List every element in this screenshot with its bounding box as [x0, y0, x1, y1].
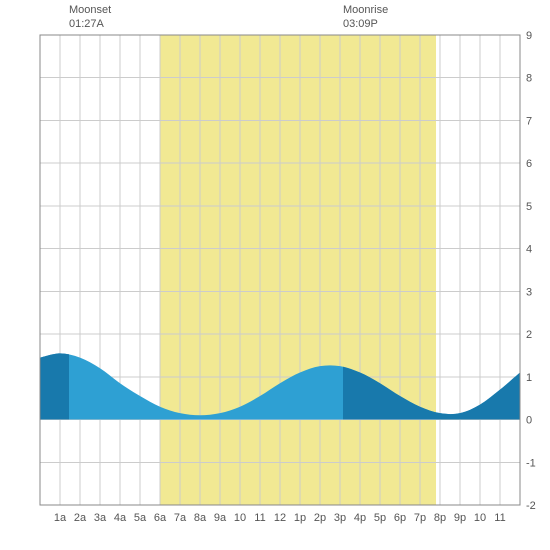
- y-tick-label: 1: [526, 372, 532, 384]
- x-tick-label: 3p: [334, 512, 346, 524]
- daylight-band: [160, 35, 436, 505]
- x-tick-label: 10: [234, 512, 246, 524]
- y-tick-label: 8: [526, 73, 532, 85]
- y-tick-label: 9: [526, 30, 532, 42]
- x-tick-label: 11: [494, 512, 505, 524]
- tide-chart: Moonset 01:27A Moonrise 03:09P -2-101234…: [0, 0, 550, 550]
- moonset-label: Moonset 01:27A: [69, 4, 111, 32]
- y-tick-label: 0: [526, 415, 532, 427]
- x-tick-label: 1a: [54, 512, 67, 524]
- x-tick-label: 6a: [154, 512, 167, 524]
- x-tick-label: 2a: [74, 512, 87, 524]
- moonrise-label: Moonrise 03:09P: [343, 4, 388, 32]
- x-tick-label: 9p: [454, 512, 466, 524]
- x-tick-label: 5a: [134, 512, 147, 524]
- x-tick-label: 4a: [114, 512, 127, 524]
- x-tick-label: 8a: [194, 512, 207, 524]
- x-tick-label: 9a: [214, 512, 227, 524]
- x-tick-label: 5p: [374, 512, 386, 524]
- x-tick-label: 2p: [314, 512, 326, 524]
- y-tick-label: 3: [526, 286, 532, 298]
- chart-canvas: -2-101234567891a2a3a4a5a6a7a8a9a1011121p…: [0, 0, 550, 550]
- x-tick-label: 12: [274, 512, 286, 524]
- y-tick-label: 2: [526, 329, 532, 341]
- x-tick-label: 4p: [354, 512, 366, 524]
- y-tick-label: -2: [526, 500, 536, 512]
- x-tick-label: 8p: [434, 512, 446, 524]
- y-tick-label: 6: [526, 158, 532, 170]
- y-tick-label: 4: [526, 244, 532, 256]
- y-tick-label: -1: [526, 457, 536, 469]
- x-tick-label: 7a: [174, 512, 187, 524]
- x-tick-label: 1p: [294, 512, 306, 524]
- x-tick-label: 3a: [94, 512, 107, 524]
- y-tick-label: 7: [526, 115, 532, 127]
- y-tick-label: 5: [526, 201, 532, 213]
- x-tick-label: 6p: [394, 512, 406, 524]
- x-tick-label: 7p: [414, 512, 426, 524]
- x-tick-label: 11: [254, 512, 265, 524]
- x-tick-label: 10: [474, 512, 486, 524]
